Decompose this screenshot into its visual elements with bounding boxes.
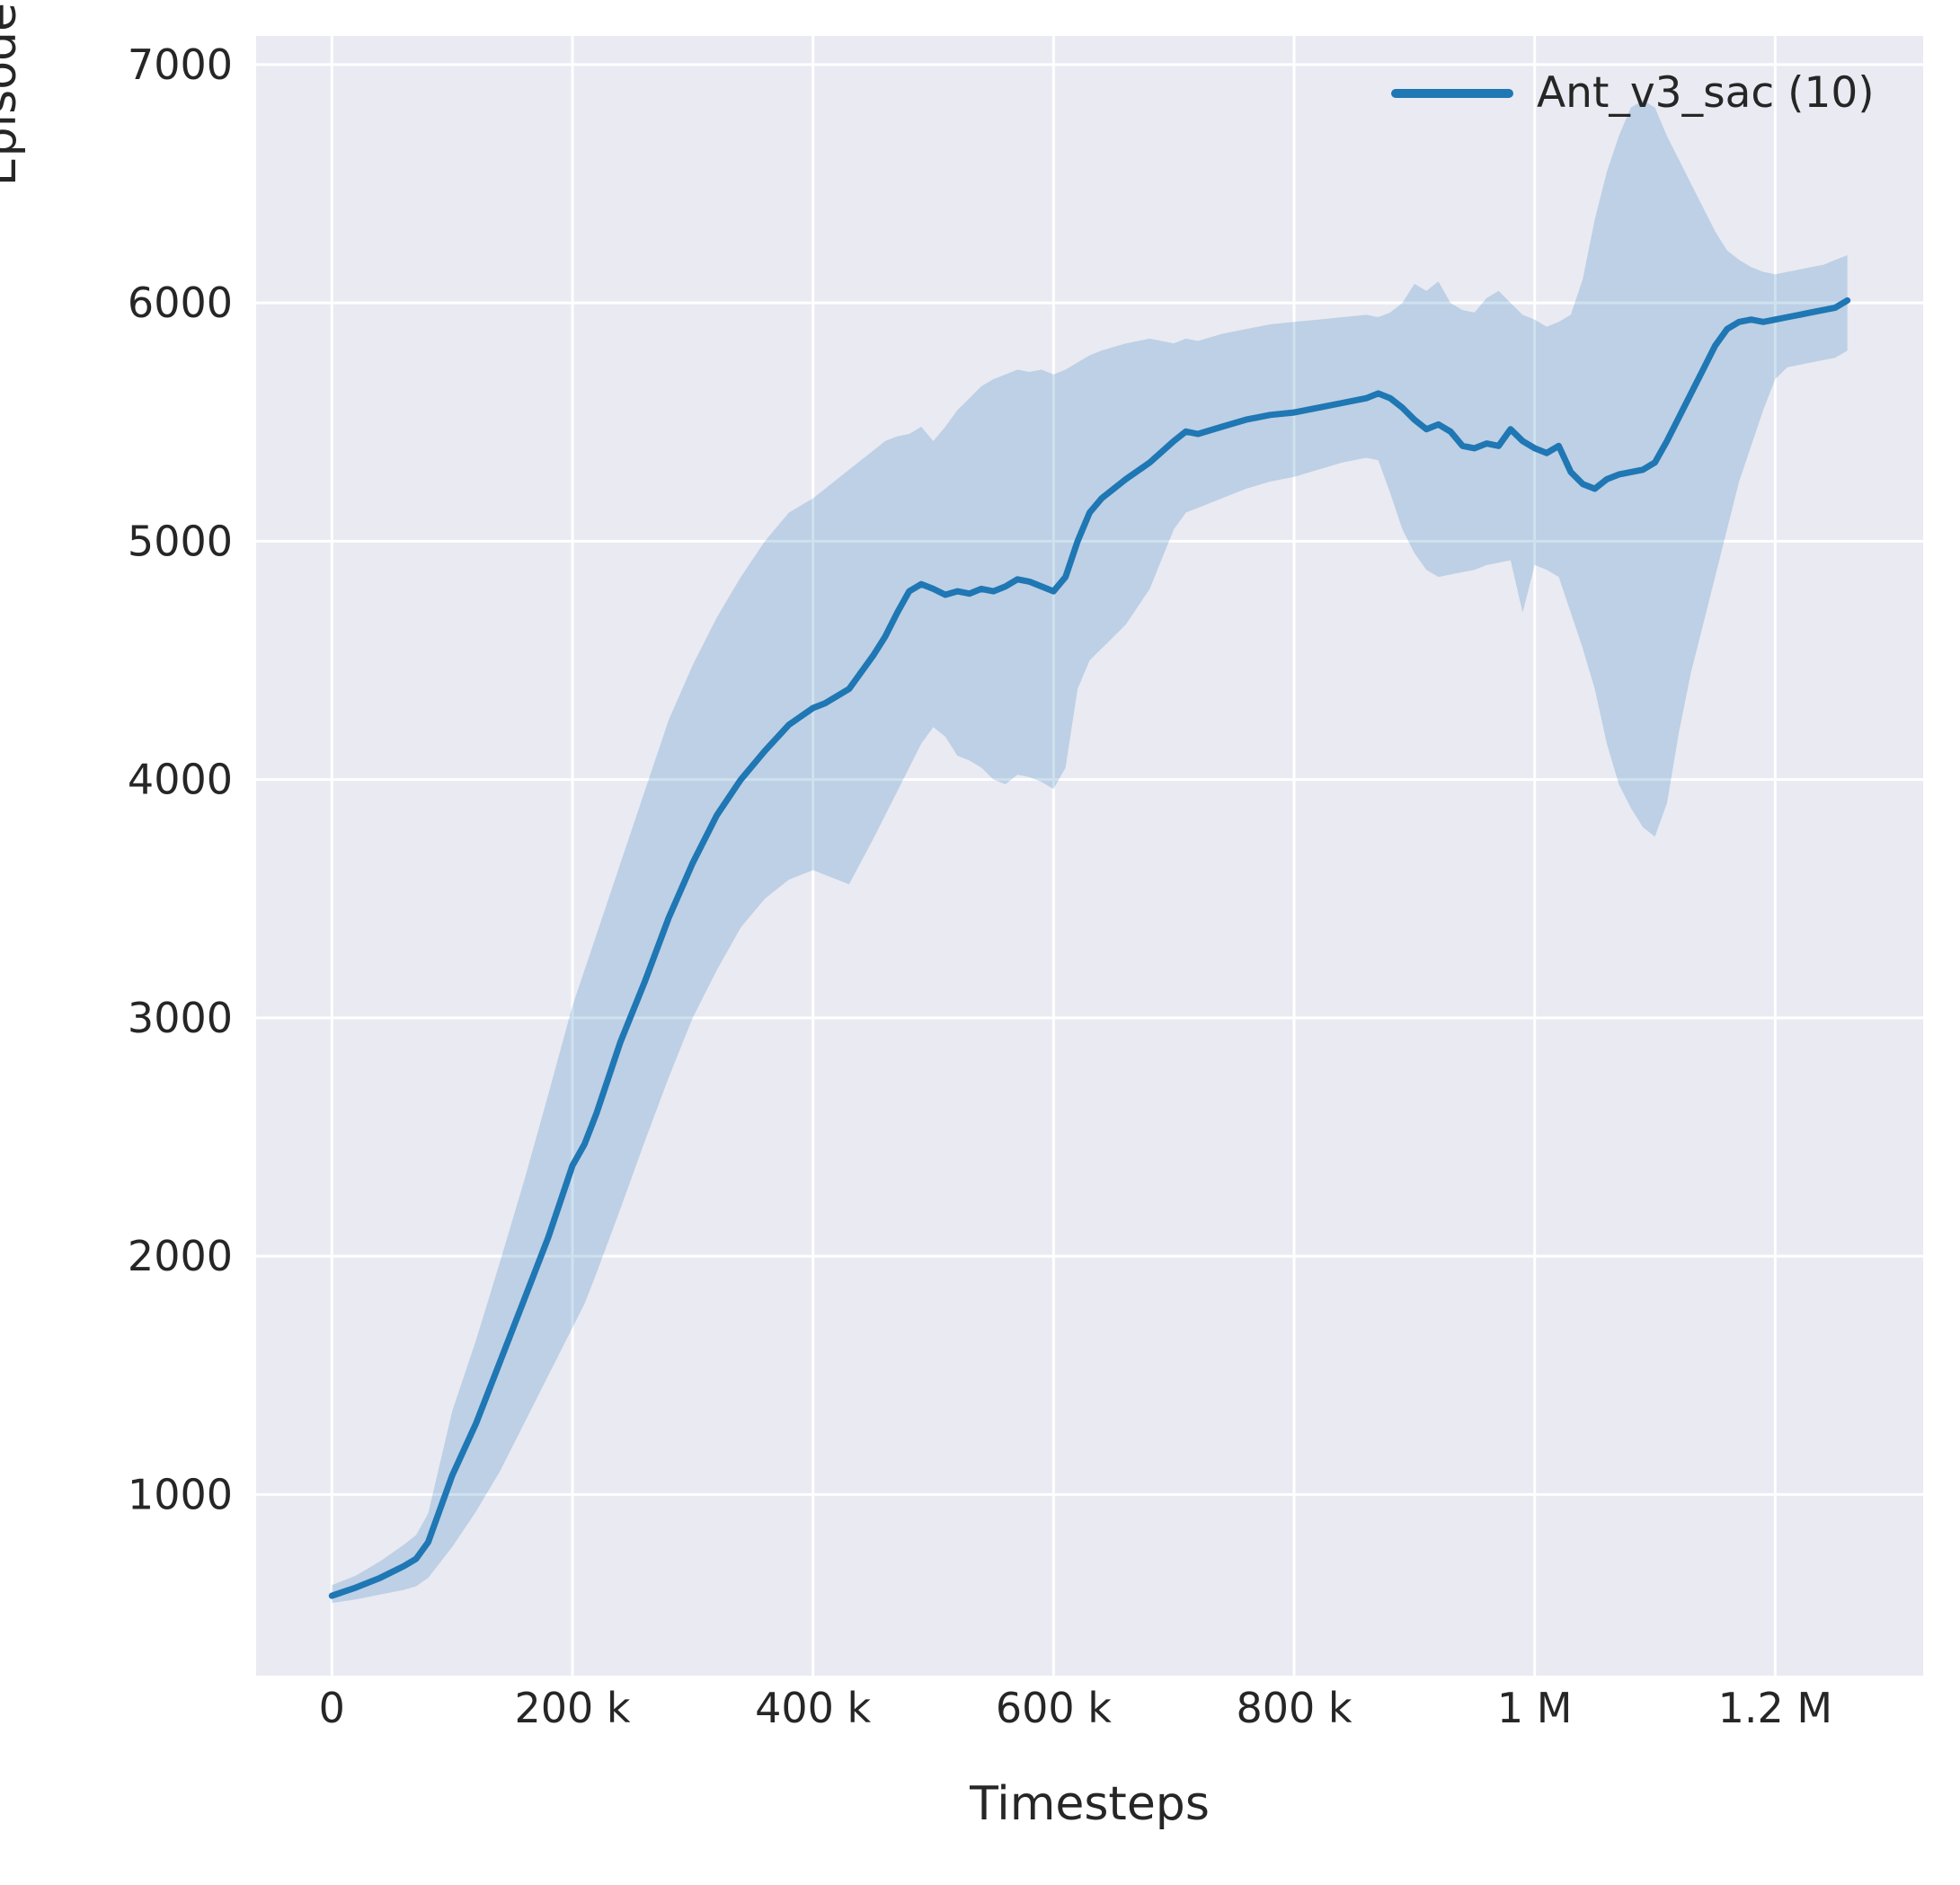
y-tick-label: 6000 bbox=[128, 279, 233, 327]
x-tick-label: 0 bbox=[319, 1684, 345, 1732]
plot-background bbox=[256, 36, 1923, 1676]
x-tick-label: 400 k bbox=[755, 1684, 871, 1732]
y-tick-label: 3000 bbox=[128, 994, 233, 1042]
y-tick-label: 1000 bbox=[128, 1470, 233, 1518]
y-axis-label: Episode Reward bbox=[0, 0, 27, 187]
mean-line bbox=[328, 296, 1851, 1599]
x-tick-label: 600 k bbox=[996, 1684, 1112, 1732]
y-tick-label: 2000 bbox=[128, 1232, 233, 1280]
legend-line-swatch bbox=[1391, 88, 1513, 98]
legend-label: Ant_v3_sac (10) bbox=[1537, 68, 1875, 118]
y-tick-label: 5000 bbox=[128, 517, 233, 565]
legend: Ant_v3_sac (10) bbox=[1391, 68, 1875, 118]
x-tick-label: 200 k bbox=[514, 1684, 630, 1732]
x-tick-label: 1 M bbox=[1497, 1684, 1573, 1732]
x-axis-label: Timesteps bbox=[970, 1777, 1210, 1831]
y-tick-label: 4000 bbox=[128, 756, 233, 804]
x-tick-label: 800 k bbox=[1236, 1684, 1352, 1732]
y-tick-label: 7000 bbox=[128, 40, 233, 89]
confidence-band bbox=[332, 100, 1848, 1604]
x-tick-label: 1.2 M bbox=[1718, 1684, 1832, 1732]
